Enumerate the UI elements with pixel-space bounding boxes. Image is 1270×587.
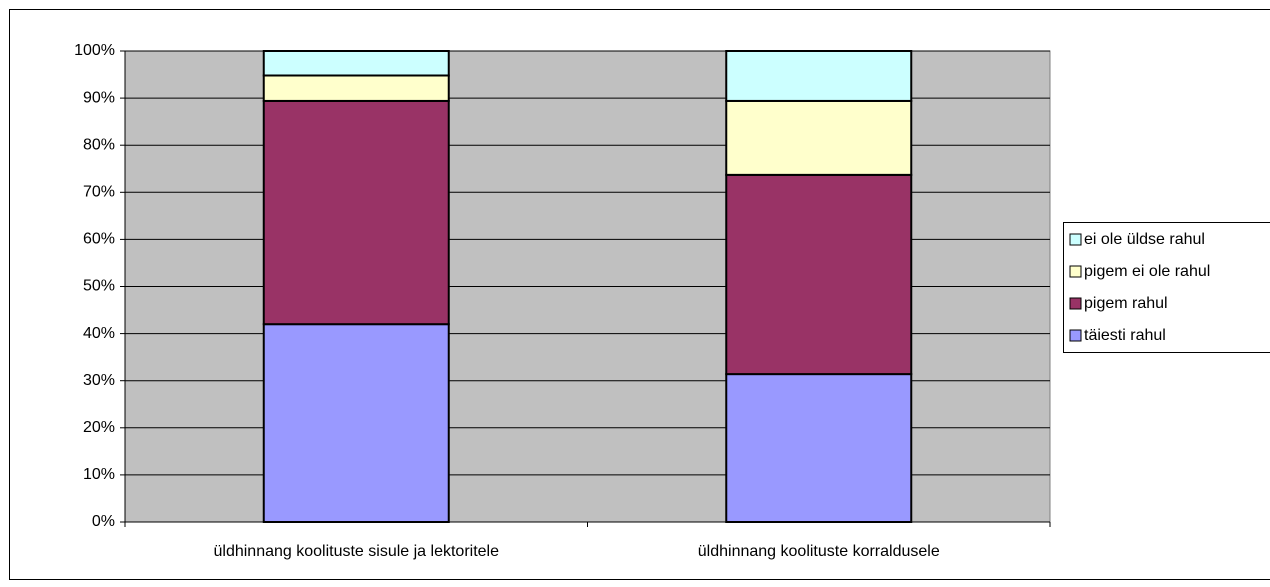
y-tick-label: 40% xyxy=(83,325,115,342)
legend-swatch xyxy=(1069,297,1082,310)
legend-label: täiesti rahul xyxy=(1084,327,1166,344)
bar-segment xyxy=(725,373,913,523)
y-tick-label: 10% xyxy=(83,466,115,483)
bar-segment xyxy=(262,323,450,523)
legend-label: pigem rahul xyxy=(1084,295,1168,312)
legend-swatch xyxy=(1069,265,1082,278)
legend-swatch xyxy=(1069,329,1082,342)
y-tick-label: 100% xyxy=(74,42,115,59)
y-tick-label: 80% xyxy=(83,136,115,153)
bar-segment xyxy=(725,50,913,102)
legend-box xyxy=(1063,222,1270,353)
y-tick-label: 30% xyxy=(83,372,115,389)
legend-label: ei ole üldse rahul xyxy=(1084,231,1205,248)
bar-segment xyxy=(262,99,450,326)
legend-swatch xyxy=(1069,233,1082,246)
bar-segment xyxy=(725,173,913,376)
y-tick-label: 90% xyxy=(83,89,115,106)
x-tick-label: üldhinnang koolituste korraldusele xyxy=(698,543,940,560)
y-tick-label: 70% xyxy=(83,184,115,201)
y-tick-label: 20% xyxy=(83,419,115,436)
bar-segment xyxy=(262,50,450,77)
bar-segment xyxy=(725,99,913,176)
y-tick-label: 0% xyxy=(92,513,115,530)
x-tick-label: üldhinnang koolituste sisule ja lektorit… xyxy=(213,543,499,560)
y-tick-label: 50% xyxy=(83,278,115,295)
bar-segment xyxy=(262,74,450,102)
legend-label: pigem ei ole rahul xyxy=(1084,263,1210,280)
y-tick-label: 60% xyxy=(83,231,115,248)
